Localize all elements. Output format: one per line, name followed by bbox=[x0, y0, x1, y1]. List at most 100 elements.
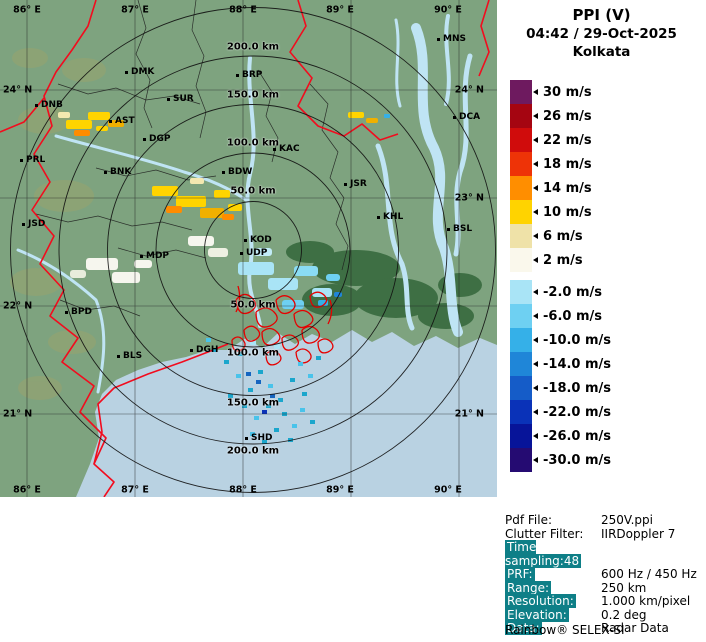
info-label: Range: bbox=[505, 580, 552, 595]
legend-swatch bbox=[510, 80, 532, 104]
station-name: Kolkata bbox=[572, 44, 631, 60]
info-row: Data: Radar Data bbox=[505, 621, 703, 636]
scan-info-table: Pdf File: 250V.ppi Clutter Filter: IIRDoppl… bbox=[505, 513, 703, 636]
legend-tick-icon bbox=[533, 289, 538, 295]
echo-white bbox=[70, 236, 228, 283]
legend-row: -6.0 m/s bbox=[510, 304, 611, 328]
info-label-cell: Resolution: bbox=[505, 594, 601, 609]
software-brand: Rainbow® SELEX-SI bbox=[505, 623, 625, 637]
legend-tick-icon bbox=[533, 313, 538, 319]
legend-swatch bbox=[510, 176, 532, 200]
echo-cyan bbox=[238, 248, 342, 357]
info-value: Radar Data bbox=[601, 621, 669, 635]
legend-row: -26.0 m/s bbox=[510, 424, 611, 448]
legend-tick-icon bbox=[533, 433, 538, 439]
info-label: Clutter Filter: bbox=[505, 526, 584, 541]
info-value: 600 Hz / 450 Hz bbox=[601, 567, 697, 581]
legend-label: 10 m/s bbox=[543, 204, 592, 220]
latlon-grid bbox=[0, 0, 497, 497]
echo-sea-speckles bbox=[206, 338, 321, 444]
legend-row: 26 m/s bbox=[510, 104, 611, 128]
legend-row: 6 m/s bbox=[510, 224, 611, 248]
legend-label: -18.0 m/s bbox=[543, 380, 612, 396]
legend-row: 18 m/s bbox=[510, 152, 611, 176]
info-value: 1.000 km/pixel bbox=[601, 594, 691, 608]
panel-header: PPI (V) 04:42 / 29-Oct-2025 Kolkata bbox=[497, 0, 706, 61]
info-label: Resolution: bbox=[505, 594, 576, 608]
timestamp: 04:42 / 29-Oct-2025 bbox=[526, 26, 677, 42]
legend-swatch bbox=[510, 248, 532, 272]
legend-row: -22.0 m/s bbox=[510, 400, 611, 424]
legend-label: -22.0 m/s bbox=[543, 404, 612, 420]
info-row: Elevation: 0.2 deg bbox=[505, 607, 703, 623]
delta-outlines bbox=[231, 285, 334, 366]
state-boundaries bbox=[0, 0, 490, 497]
west-terrain bbox=[10, 48, 106, 400]
radar-map: 86° E 87° E 88° E 89° E 90° E 86° E 87° E 88° E… bbox=[0, 0, 497, 497]
info-value: 0.2 deg bbox=[601, 607, 647, 622]
range-rings bbox=[10, 7, 496, 493]
info-label-cell: Clutter Filter: bbox=[505, 526, 601, 542]
info-row: Resolution: 1.000 km/pixel bbox=[505, 594, 703, 609]
legend-row: 14 m/s bbox=[510, 176, 611, 200]
info-label: Elevation: bbox=[505, 607, 569, 622]
legend-label: -6.0 m/s bbox=[543, 308, 602, 324]
side-panel: PPI (V) 04:42 / 29-Oct-2025 Kolkata 30 m… bbox=[497, 0, 706, 642]
legend-label: -30.0 m/s bbox=[543, 452, 612, 468]
rivers bbox=[16, 14, 473, 394]
info-row: Pdf File: 250V.ppi bbox=[505, 513, 703, 528]
legend-row: -18.0 m/s bbox=[510, 376, 611, 400]
product-title: PPI (V) bbox=[572, 6, 631, 24]
legend-label: -26.0 m/s bbox=[543, 428, 612, 444]
legend-label: 30 m/s bbox=[543, 84, 592, 100]
legend-label: 14 m/s bbox=[543, 180, 592, 196]
info-row: PRF: 600 Hz / 450 Hz bbox=[505, 567, 703, 582]
legend-label: 18 m/s bbox=[543, 156, 592, 172]
legend-tick-icon bbox=[533, 185, 538, 191]
legend-swatch bbox=[510, 224, 532, 248]
legend-label: -14.0 m/s bbox=[543, 356, 612, 372]
legend-tick-icon bbox=[533, 385, 538, 391]
legend-swatch bbox=[510, 304, 532, 328]
info-value: 250V.ppi bbox=[601, 513, 653, 527]
legend-swatch bbox=[510, 448, 532, 472]
info-label-cell: Data: bbox=[505, 621, 601, 636]
legend-label: 22 m/s bbox=[543, 132, 592, 148]
echo-northwest bbox=[58, 112, 124, 136]
info-label-cell: Pdf File: bbox=[505, 513, 601, 528]
land-mass bbox=[0, 0, 497, 497]
info-value: 250 km bbox=[601, 580, 647, 595]
legend-swatch bbox=[510, 376, 532, 400]
legend-swatch bbox=[510, 352, 532, 376]
legend-tick-icon bbox=[533, 457, 538, 463]
legend-label: 26 m/s bbox=[543, 108, 592, 124]
radar-map-graphic bbox=[0, 0, 497, 497]
legend-tick-icon bbox=[533, 337, 538, 343]
info-label-cell: PRF: bbox=[505, 567, 601, 582]
legend-row: -30.0 m/s bbox=[510, 448, 611, 472]
legend-label: 2 m/s bbox=[543, 252, 583, 268]
legend-label: 6 m/s bbox=[543, 228, 583, 244]
legend-tick-icon bbox=[533, 209, 538, 215]
legend-label: -2.0 m/s bbox=[543, 284, 602, 300]
info-label: Pdf File: bbox=[505, 513, 553, 527]
echo-northeast bbox=[348, 112, 390, 123]
legend-row: 10 m/s bbox=[510, 200, 611, 224]
legend-tick-icon bbox=[533, 89, 538, 95]
info-label: Time sampling:48 bbox=[505, 540, 582, 568]
legend-tick-icon bbox=[533, 161, 538, 167]
info-row: Clutter Filter: IIRDoppler 7 bbox=[505, 526, 703, 542]
legend-tick-icon bbox=[533, 137, 538, 143]
legend-tick-icon bbox=[533, 113, 538, 119]
legend-row: -2.0 m/s bbox=[510, 280, 611, 304]
legend-tick-icon bbox=[533, 409, 538, 415]
legend-tick-icon bbox=[533, 257, 538, 263]
legend-swatch bbox=[510, 400, 532, 424]
legend-swatch bbox=[510, 200, 532, 224]
velocity-color-legend: 30 m/s 26 m/s 22 m/s 18 m/s 14 m/s 10 m/s 6 m/… bbox=[510, 80, 611, 472]
legend-row: 30 m/s bbox=[510, 80, 611, 104]
legend-row: -14.0 m/s bbox=[510, 352, 611, 376]
echo-central-yellow bbox=[152, 178, 242, 220]
info-value: IIRDoppler 7 bbox=[601, 526, 676, 541]
forest-areas bbox=[286, 241, 482, 329]
